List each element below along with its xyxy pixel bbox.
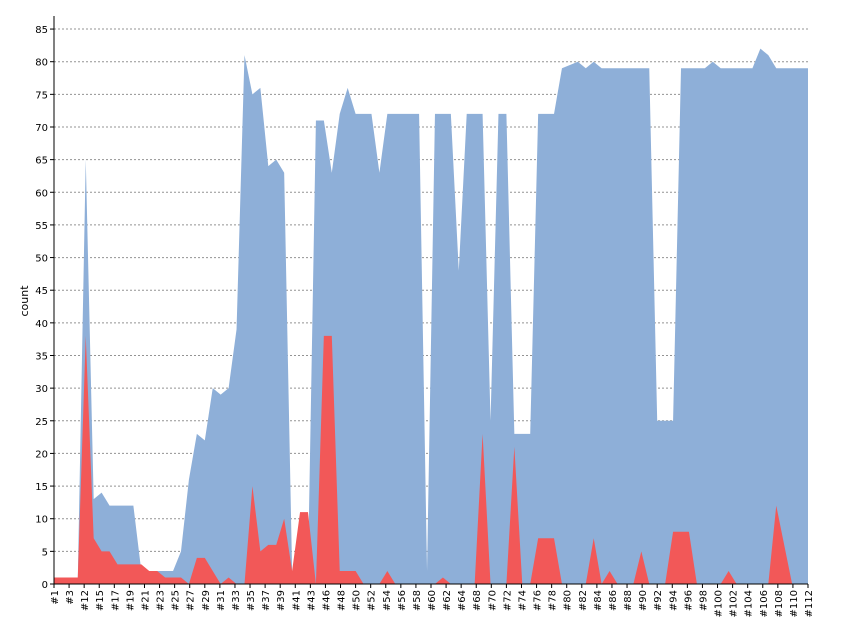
x-tick-label: #78 — [548, 590, 559, 611]
x-tick-label: #12 — [80, 590, 91, 611]
x-tick-label: #52 — [367, 590, 378, 611]
y-tick-label: 20 — [35, 449, 48, 460]
y-tick-label: 45 — [35, 286, 48, 297]
x-tick-label: #33 — [231, 590, 242, 611]
x-tick-label: #31 — [216, 590, 227, 611]
x-tick-label: #35 — [246, 590, 257, 611]
x-tick-label: #56 — [397, 590, 408, 611]
y-tick-label: 65 — [35, 156, 48, 167]
x-tick-label: #100 — [714, 590, 725, 617]
x-tick-label: #21 — [140, 590, 151, 611]
x-tick-label: #3 — [65, 590, 76, 605]
x-tick-label: #15 — [95, 590, 106, 611]
y-tick-label: 50 — [35, 254, 48, 265]
x-tick-label: #80 — [563, 590, 574, 611]
x-tick-label: #64 — [457, 590, 468, 611]
x-tick-label: #98 — [698, 590, 709, 611]
y-tick-label: 75 — [35, 90, 48, 101]
y-tick-label: 15 — [35, 482, 48, 493]
x-tick-label: #110 — [789, 590, 800, 617]
y-tick-label: 40 — [35, 319, 48, 330]
x-tick-label: #74 — [517, 590, 528, 611]
x-tick-label: #62 — [442, 590, 453, 611]
x-tick-label: #94 — [668, 590, 679, 611]
x-tick-label: #50 — [352, 590, 363, 611]
x-tick-label: #19 — [125, 590, 136, 611]
x-tick-label: #72 — [502, 590, 513, 611]
x-tick-label: #112 — [804, 590, 815, 617]
x-tick-label: #108 — [774, 590, 785, 617]
x-tick-label: #54 — [382, 590, 393, 611]
x-tick-label: #70 — [487, 590, 498, 611]
x-tick-label: #39 — [276, 590, 287, 611]
x-tick-label: #60 — [427, 590, 438, 611]
x-tick-label: #58 — [412, 590, 423, 611]
y-tick-label: 60 — [35, 188, 48, 199]
y-tick-label: 80 — [35, 58, 48, 69]
x-tick-label: #92 — [653, 590, 664, 611]
x-tick-label: #86 — [608, 590, 619, 611]
y-tick-label: 0 — [42, 580, 48, 591]
x-tick-label: #82 — [578, 590, 589, 611]
x-tick-label: #104 — [744, 590, 755, 617]
x-tick-label: #1 — [50, 590, 61, 605]
y-tick-label: 30 — [35, 384, 48, 395]
series-layer — [54, 48, 808, 584]
y-tick-label: 5 — [42, 547, 48, 558]
x-tick-label: #29 — [201, 590, 212, 611]
x-tick-label: #76 — [533, 590, 544, 611]
y-tick-label: 35 — [35, 351, 48, 362]
axes: 0 5 10 15 20 25 30 35 40 45 50 55 60 65 70 75 80 85 #1 #3 #1… — [35, 16, 815, 617]
x-tick-label: #106 — [759, 590, 770, 617]
y-tick-label: 70 — [35, 123, 48, 134]
x-tick-label: #48 — [337, 590, 348, 611]
x-tick-label: #88 — [623, 590, 634, 611]
series-area-0 — [54, 48, 808, 584]
x-tick-label: #27 — [186, 590, 197, 611]
x-tick-label: #96 — [683, 590, 694, 611]
x-tick-label: #90 — [638, 590, 649, 611]
y-axis-label: count — [18, 285, 31, 317]
x-tick-label: #23 — [156, 590, 167, 611]
x-tick-label: #84 — [593, 590, 604, 611]
x-tick-label: #41 — [291, 590, 302, 611]
x-tick-label: #17 — [110, 590, 121, 611]
y-tick-label: 85 — [35, 25, 48, 36]
x-tick-label: #46 — [321, 590, 332, 611]
x-tick-label: #43 — [306, 590, 317, 611]
y-tick-label: 10 — [35, 515, 48, 526]
x-tick-label: #25 — [171, 590, 182, 611]
x-tick-label: #37 — [261, 590, 272, 611]
x-tick-label: #68 — [472, 590, 483, 611]
x-tick-label: #102 — [729, 590, 740, 617]
y-tick-label: 55 — [35, 221, 48, 232]
y-tick-label: 25 — [35, 417, 48, 428]
